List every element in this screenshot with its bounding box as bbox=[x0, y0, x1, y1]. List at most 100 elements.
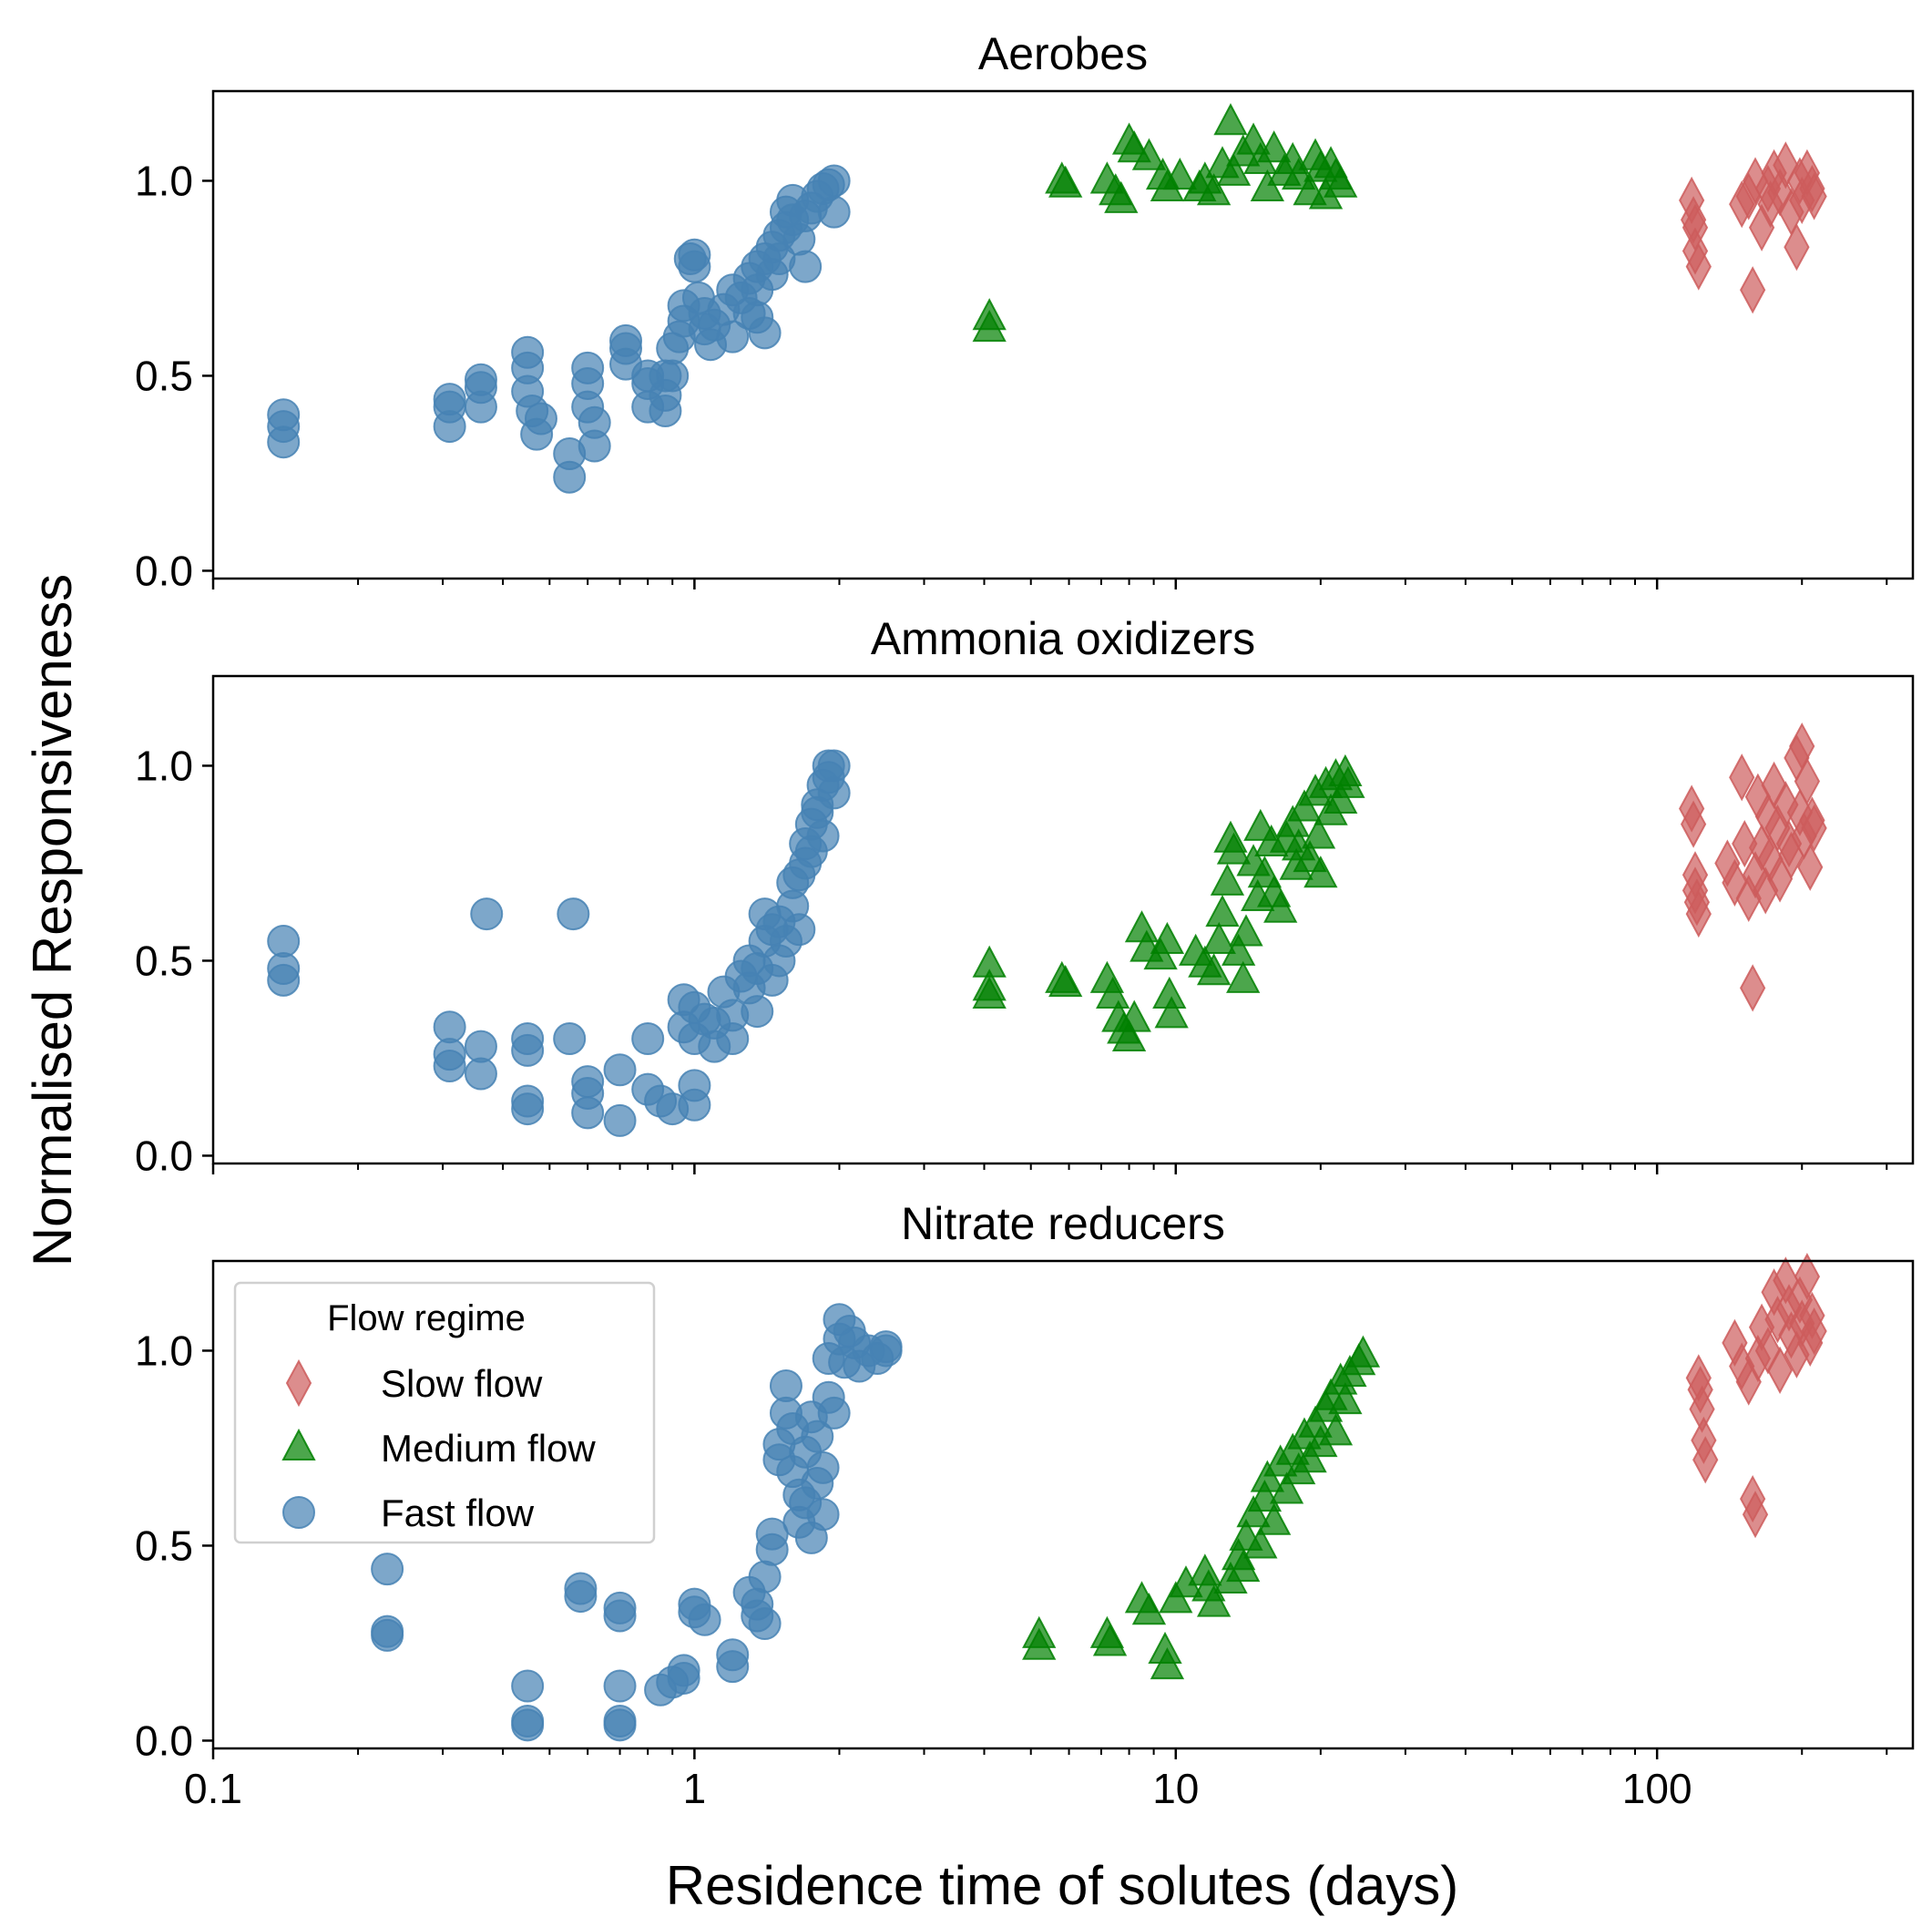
data-point-slow bbox=[1740, 266, 1766, 314]
data-point-slow bbox=[1794, 757, 1821, 805]
data-point-fast bbox=[464, 1057, 497, 1091]
data-point-medium bbox=[1226, 960, 1261, 993]
data-point-medium bbox=[1345, 1335, 1381, 1368]
data-point-medium bbox=[1022, 1627, 1057, 1660]
legend-box bbox=[233, 1281, 656, 1544]
data-point-medium bbox=[1143, 938, 1178, 970]
data-point-medium bbox=[1293, 1440, 1327, 1473]
y-tick-label: 0.5 bbox=[135, 352, 193, 399]
data-point-medium bbox=[1221, 933, 1256, 966]
data-point-medium bbox=[1131, 138, 1167, 170]
data-point-medium bbox=[1250, 169, 1285, 201]
data-point-fast bbox=[741, 995, 774, 1029]
data-point-medium bbox=[972, 309, 1007, 343]
data-point-fast bbox=[433, 1050, 466, 1082]
data-point-slow bbox=[1742, 1491, 1769, 1539]
data-point-fast bbox=[869, 1334, 903, 1368]
x-tick-label: 0.1 bbox=[184, 1765, 242, 1812]
data-point-fast bbox=[656, 359, 690, 393]
y-tick-label: 1.0 bbox=[135, 1327, 193, 1374]
data-point-medium bbox=[1229, 914, 1263, 947]
data-point-fast bbox=[371, 1618, 404, 1652]
data-point-fast bbox=[817, 195, 851, 229]
data-point-medium bbox=[1216, 153, 1252, 186]
data-point-fast bbox=[716, 1022, 750, 1056]
data-point-slow bbox=[1801, 804, 1827, 853]
data-point-medium bbox=[1048, 964, 1083, 998]
data-point-fast bbox=[806, 1450, 840, 1484]
legend-title: Flow regime bbox=[327, 1298, 526, 1338]
legend-label-medium: Medium flow bbox=[381, 1427, 596, 1470]
data-point-medium bbox=[1324, 165, 1358, 198]
data-point-fast bbox=[603, 1103, 637, 1137]
data-point-fast bbox=[371, 1553, 404, 1586]
legend-marker-fast bbox=[282, 1496, 315, 1529]
data-point-fast bbox=[748, 1560, 782, 1594]
data-point-slow bbox=[1692, 1436, 1719, 1484]
y-tick-label: 0.5 bbox=[135, 1522, 193, 1569]
data-point-slow bbox=[1740, 964, 1766, 1012]
data-point-medium bbox=[1216, 832, 1252, 865]
data-point-fast bbox=[603, 1669, 637, 1703]
data-point-medium bbox=[1269, 1471, 1304, 1504]
data-point-slow bbox=[1801, 172, 1827, 220]
data-point-medium bbox=[1092, 1624, 1128, 1656]
data-point-fast bbox=[678, 250, 711, 283]
legend: Flow regime Slow flow Medium flow Fast flow bbox=[233, 1281, 656, 1544]
data-point-slow bbox=[1784, 223, 1810, 272]
data-point-medium bbox=[1226, 1549, 1261, 1583]
data-point-medium bbox=[1150, 921, 1185, 955]
data-point-fast bbox=[755, 1532, 789, 1566]
data-point-fast bbox=[553, 1022, 587, 1056]
data-points bbox=[267, 103, 1827, 494]
data-point-medium bbox=[1201, 921, 1236, 955]
data-point-fast bbox=[557, 897, 590, 931]
data-point-fast bbox=[267, 425, 301, 459]
data-points bbox=[267, 722, 1827, 1137]
data-point-fast bbox=[789, 250, 823, 283]
y-tick-label: 1.0 bbox=[135, 157, 193, 204]
legend-marker-slow bbox=[285, 1358, 312, 1408]
plot-frame bbox=[211, 1259, 1915, 1750]
data-point-fast bbox=[817, 776, 851, 810]
data-point-fast bbox=[748, 1607, 782, 1641]
data-point-fast bbox=[511, 1708, 545, 1742]
data-point-medium bbox=[972, 976, 1007, 1009]
data-point-medium bbox=[1213, 103, 1248, 136]
data-point-medium bbox=[1117, 999, 1151, 1032]
data-point-slow bbox=[1732, 819, 1758, 868]
data-point-fast bbox=[678, 1088, 711, 1122]
data-point-medium bbox=[1250, 1460, 1285, 1492]
y-tick-label: 0.0 bbox=[135, 1132, 193, 1179]
plot-frame bbox=[211, 89, 1915, 580]
data-point-fast bbox=[464, 390, 497, 424]
data-point-fast bbox=[801, 1420, 834, 1453]
data-point-fast bbox=[769, 1368, 802, 1402]
data-point-fast bbox=[511, 1092, 545, 1126]
panel-title: Nitrate reducers bbox=[901, 1198, 1225, 1249]
data-point-slow bbox=[1794, 1253, 1821, 1301]
data-point-fast bbox=[470, 897, 504, 931]
data-point-fast bbox=[631, 1022, 665, 1056]
plot-frame bbox=[211, 674, 1915, 1165]
data-point-medium bbox=[1256, 1502, 1292, 1535]
data-point-fast bbox=[667, 1661, 700, 1695]
data-point-fast bbox=[806, 1498, 840, 1532]
legend-marker-medium bbox=[281, 1428, 316, 1461]
data-point-fast bbox=[433, 1010, 466, 1044]
panel-2: Ammonia oxidizers 0.0 0.5 1.0 bbox=[135, 613, 1915, 1179]
y-tick-label: 0.0 bbox=[135, 1717, 193, 1764]
data-point-medium bbox=[1256, 130, 1292, 163]
data-point-fast bbox=[688, 1603, 721, 1636]
x-axis-label: Residence time of solutes (days) bbox=[666, 1855, 1458, 1916]
panel-1: Aerobes 0.0 0.5 1.0 bbox=[135, 28, 1915, 594]
data-point-medium bbox=[1196, 173, 1232, 206]
data-point-medium bbox=[1301, 816, 1336, 849]
data-point-slow bbox=[1685, 889, 1712, 938]
data-point-medium bbox=[1048, 165, 1083, 198]
x-tick-label: 1 bbox=[683, 1765, 707, 1812]
data-point-fast bbox=[464, 1030, 497, 1063]
data-point-fast bbox=[553, 460, 587, 494]
data-point-medium bbox=[1263, 890, 1298, 923]
